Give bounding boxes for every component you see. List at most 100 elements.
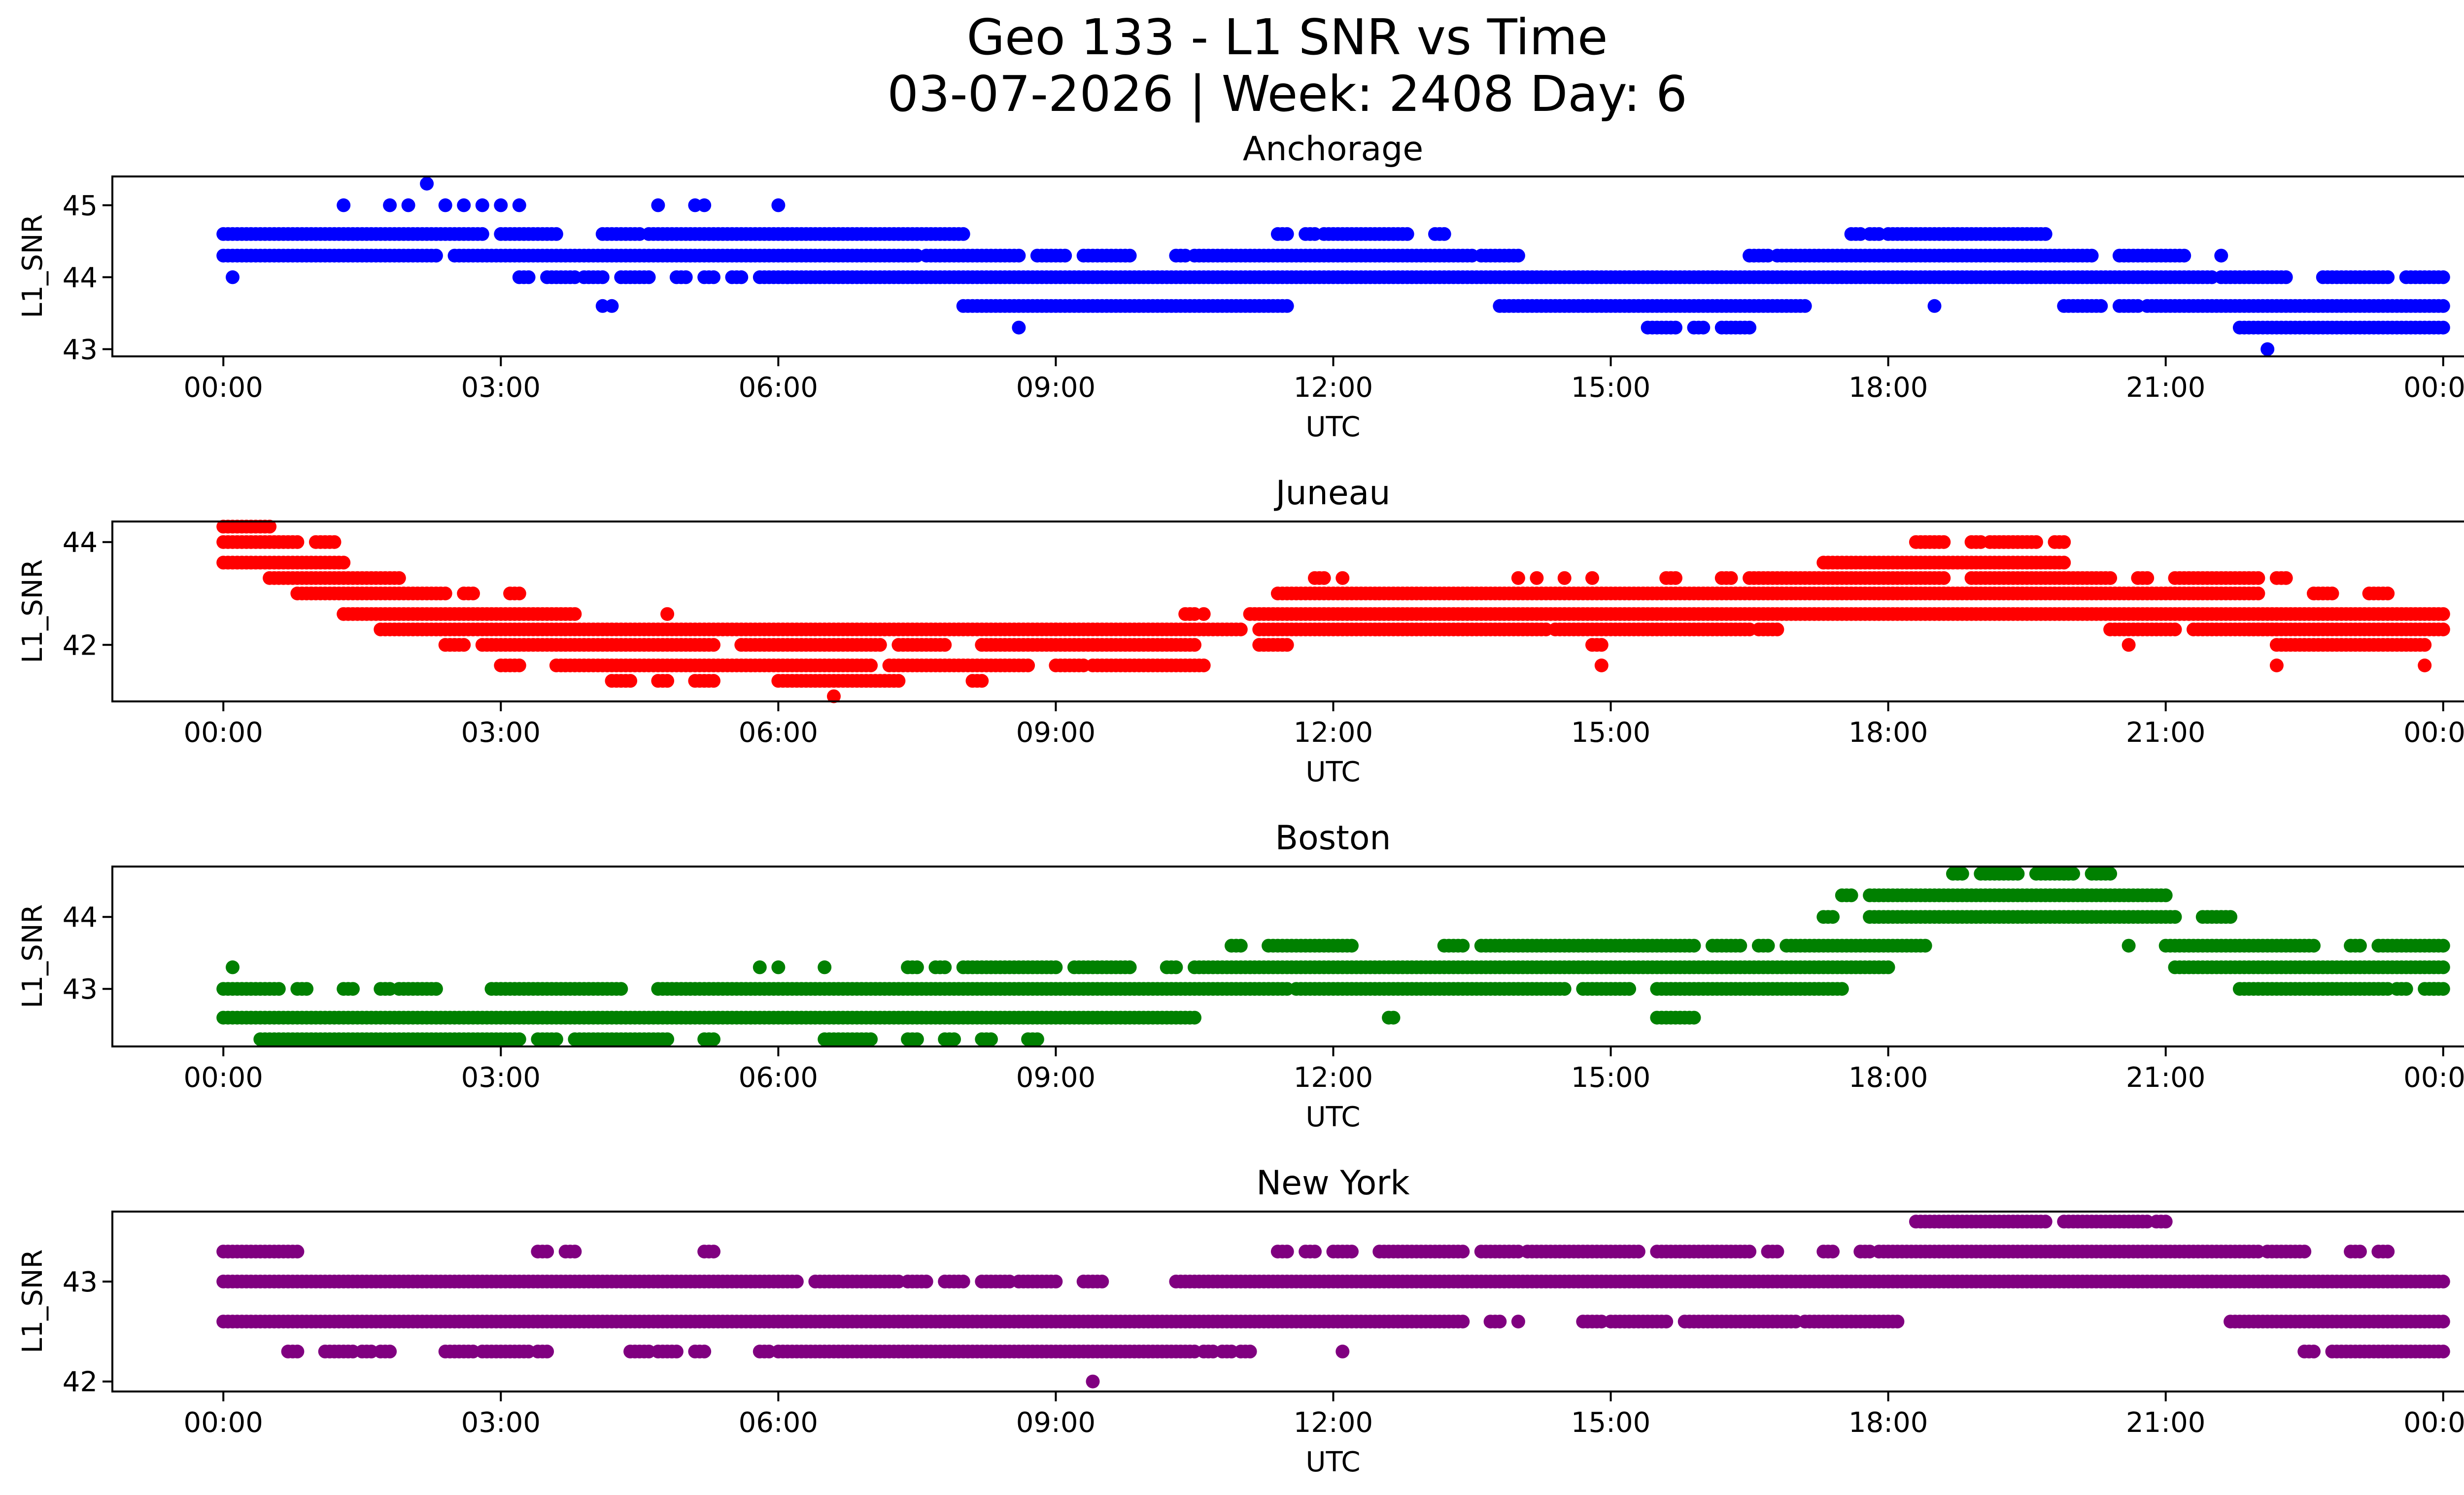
data-point	[226, 960, 240, 974]
data-point	[2436, 1274, 2450, 1288]
data-point	[1169, 960, 1183, 974]
data-point	[2158, 1215, 2173, 1229]
data-point	[2224, 910, 2238, 924]
data-point	[1770, 623, 1784, 636]
data-point	[1511, 248, 1525, 263]
data-point	[1437, 227, 1451, 241]
panel-title: Boston	[1275, 819, 1391, 858]
x-tick-label: 09:00	[1016, 1062, 1095, 1094]
data-point	[2436, 607, 2450, 621]
x-tick-label: 15:00	[1571, 717, 1650, 749]
data-point	[1400, 227, 1414, 241]
x-tick-label: 00:00	[184, 1062, 263, 1094]
x-tick-label: 21:00	[2126, 372, 2205, 404]
data-point	[1594, 638, 1608, 652]
data-point	[1927, 299, 1942, 313]
data-point	[614, 982, 628, 996]
x-tick-label: 00:00	[2403, 717, 2464, 749]
data-point	[623, 674, 638, 688]
data-point	[1955, 867, 1969, 881]
panel-anchorage: Anchorage 00:00 03:00 06:00 09:00 12:00 15:00…	[17, 130, 2464, 443]
data-point	[1770, 1245, 1784, 1259]
data-point	[1835, 982, 1849, 996]
data-point	[1530, 571, 1544, 585]
data-point	[1456, 939, 1470, 953]
data-point	[1123, 960, 1137, 974]
x-tick-label: 18:00	[1848, 1062, 1928, 1094]
x-tick-label: 12:00	[1294, 1062, 1373, 1094]
x-tick-label: 03:00	[461, 1062, 541, 1094]
data-point	[2122, 939, 2136, 953]
data-point	[1012, 320, 1026, 335]
data-point	[1280, 299, 1294, 313]
data-point	[438, 198, 452, 212]
data-point	[337, 198, 351, 212]
data-point	[383, 198, 397, 212]
data-point	[1233, 623, 1248, 636]
data-point	[549, 227, 563, 241]
data-point	[707, 1245, 720, 1259]
data-point	[2066, 867, 2080, 881]
data-point	[2436, 960, 2450, 974]
data-point	[1826, 910, 1840, 924]
x-tick-label: 12:00	[1294, 372, 1373, 404]
data-point	[956, 1274, 970, 1288]
data-point	[2297, 1245, 2312, 1259]
data-point	[1557, 571, 1572, 585]
x-tick-label: 06:00	[739, 717, 818, 749]
panel-title: Anchorage	[1243, 130, 1423, 169]
data-point	[346, 982, 360, 996]
y-tick-label: 43	[63, 973, 98, 1006]
data-point	[420, 176, 434, 191]
data-point	[1308, 1245, 1322, 1259]
y-tick-label: 44	[63, 902, 98, 934]
data-point	[956, 227, 970, 241]
data-point	[2418, 638, 2432, 652]
data-point	[2085, 248, 2099, 263]
data-point	[938, 960, 952, 974]
data-point	[1669, 571, 1682, 585]
x-tick-label: 09:00	[1016, 372, 1095, 404]
data-point	[401, 198, 415, 212]
data-point	[1743, 1245, 1757, 1259]
data-point	[466, 587, 480, 600]
data-point	[2436, 299, 2450, 313]
data-point	[1021, 659, 1035, 672]
data-point	[1345, 939, 1359, 953]
data-point	[1049, 960, 1063, 974]
x-axis-ticks: 00:00 03:00 06:00 09:00 12:00 15:00 18:00 21:00…	[184, 1046, 2464, 1094]
data-point	[1687, 1010, 1701, 1025]
data-point	[272, 982, 286, 996]
data-point	[2029, 535, 2043, 549]
data-point	[1881, 960, 1895, 974]
data-point	[392, 571, 406, 585]
data-point	[734, 270, 749, 284]
data-point	[679, 270, 693, 284]
data-point	[1030, 1032, 1044, 1046]
data-point	[651, 198, 665, 212]
data-point	[1511, 571, 1525, 585]
data-point	[429, 248, 443, 263]
data-point	[2168, 910, 2182, 924]
data-point	[1197, 659, 1211, 672]
data-point	[512, 659, 526, 672]
x-tick-label: 00:00	[2403, 1062, 2464, 1094]
data-point	[1058, 248, 1072, 263]
data-point	[2269, 659, 2284, 672]
data-point	[1687, 939, 1701, 953]
data-point	[660, 607, 675, 621]
x-tick-label: 21:00	[2126, 1062, 2205, 1094]
data-points	[216, 520, 2450, 703]
data-point	[2436, 320, 2450, 335]
y-tick-label: 43	[63, 334, 98, 366]
data-point	[1317, 571, 1331, 585]
data-point	[1743, 320, 1757, 335]
y-axis-label: L1_SNR	[17, 559, 49, 663]
x-tick-label: 00:00	[184, 372, 263, 404]
data-point	[2251, 571, 2265, 585]
data-point	[1012, 248, 1026, 263]
data-point	[2418, 659, 2432, 672]
